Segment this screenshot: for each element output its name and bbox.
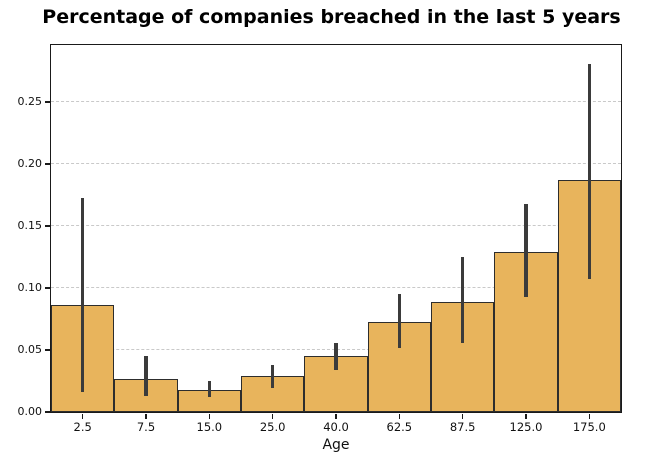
x-tick-label: 7.5 bbox=[136, 420, 156, 434]
x-tick-label: 87.5 bbox=[449, 420, 476, 434]
error-bar bbox=[270, 364, 275, 389]
error-bar bbox=[334, 342, 338, 370]
x-tick bbox=[588, 413, 591, 419]
y-tick-label: 0.25 bbox=[17, 95, 43, 109]
x-tick bbox=[335, 413, 337, 419]
error-bar bbox=[587, 63, 592, 280]
x-tick bbox=[461, 413, 464, 419]
y-tick-label: 0.05 bbox=[17, 343, 43, 356]
x-tick bbox=[208, 413, 211, 419]
error-bar bbox=[397, 294, 402, 348]
y-tick-label: 0.20 bbox=[17, 157, 43, 171]
y-tick-label: 0.00 bbox=[17, 405, 43, 418]
chart-title: Percentage of companies breached in the … bbox=[42, 6, 621, 28]
y-tick bbox=[45, 411, 50, 413]
x-tick-label: 40.0 bbox=[323, 420, 349, 434]
error-bar bbox=[207, 381, 212, 398]
error-bar bbox=[144, 356, 148, 396]
x-axis-label: Age bbox=[322, 437, 350, 453]
error-bar bbox=[460, 257, 465, 343]
x-tick-label: 25.0 bbox=[259, 420, 286, 434]
y-tick bbox=[45, 163, 50, 165]
x-tick bbox=[145, 413, 147, 419]
y-tick bbox=[45, 349, 50, 351]
x-tick bbox=[271, 413, 274, 419]
error-bar bbox=[524, 203, 528, 297]
x-tick-label: 15.0 bbox=[196, 420, 223, 434]
y-tick bbox=[45, 225, 50, 227]
x-tick-label: 175.0 bbox=[572, 420, 606, 434]
x-tick-label: 2.5 bbox=[73, 420, 92, 434]
grid-line bbox=[51, 287, 621, 289]
x-tick bbox=[398, 413, 401, 419]
grid-line bbox=[51, 163, 621, 165]
error-bar bbox=[80, 197, 85, 393]
y-tick-label: 0.10 bbox=[17, 281, 43, 294]
y-tick bbox=[45, 287, 50, 289]
x-tick-label: 62.5 bbox=[386, 420, 413, 434]
x-tick-label: 125.0 bbox=[509, 420, 543, 434]
plot-area bbox=[50, 44, 622, 413]
x-tick bbox=[81, 413, 84, 419]
y-tick bbox=[45, 101, 50, 103]
bar bbox=[367, 321, 431, 412]
y-tick-label: 0.15 bbox=[17, 219, 43, 233]
grid-line bbox=[51, 225, 621, 227]
grid-line bbox=[51, 101, 621, 103]
x-tick bbox=[525, 413, 527, 419]
